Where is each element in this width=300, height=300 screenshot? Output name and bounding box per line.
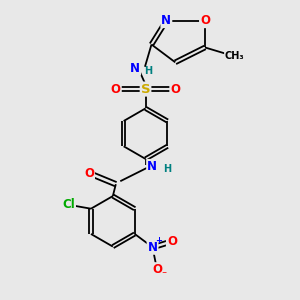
- Text: N: N: [130, 62, 140, 75]
- Text: O: O: [84, 167, 94, 180]
- Text: S: S: [141, 82, 150, 96]
- Text: O: O: [170, 82, 180, 96]
- Text: CH₃: CH₃: [225, 51, 244, 62]
- Text: O: O: [152, 263, 162, 276]
- Text: N: N: [161, 14, 171, 27]
- Text: H: H: [144, 66, 152, 76]
- Text: O: O: [200, 14, 210, 27]
- Text: H: H: [163, 164, 171, 174]
- Text: O: O: [167, 235, 177, 248]
- Text: O: O: [111, 82, 121, 96]
- Text: +: +: [155, 236, 162, 245]
- Text: N: N: [148, 241, 158, 254]
- Text: N: N: [147, 160, 157, 173]
- Text: Cl: Cl: [62, 198, 75, 211]
- Text: ⁻: ⁻: [161, 270, 166, 280]
